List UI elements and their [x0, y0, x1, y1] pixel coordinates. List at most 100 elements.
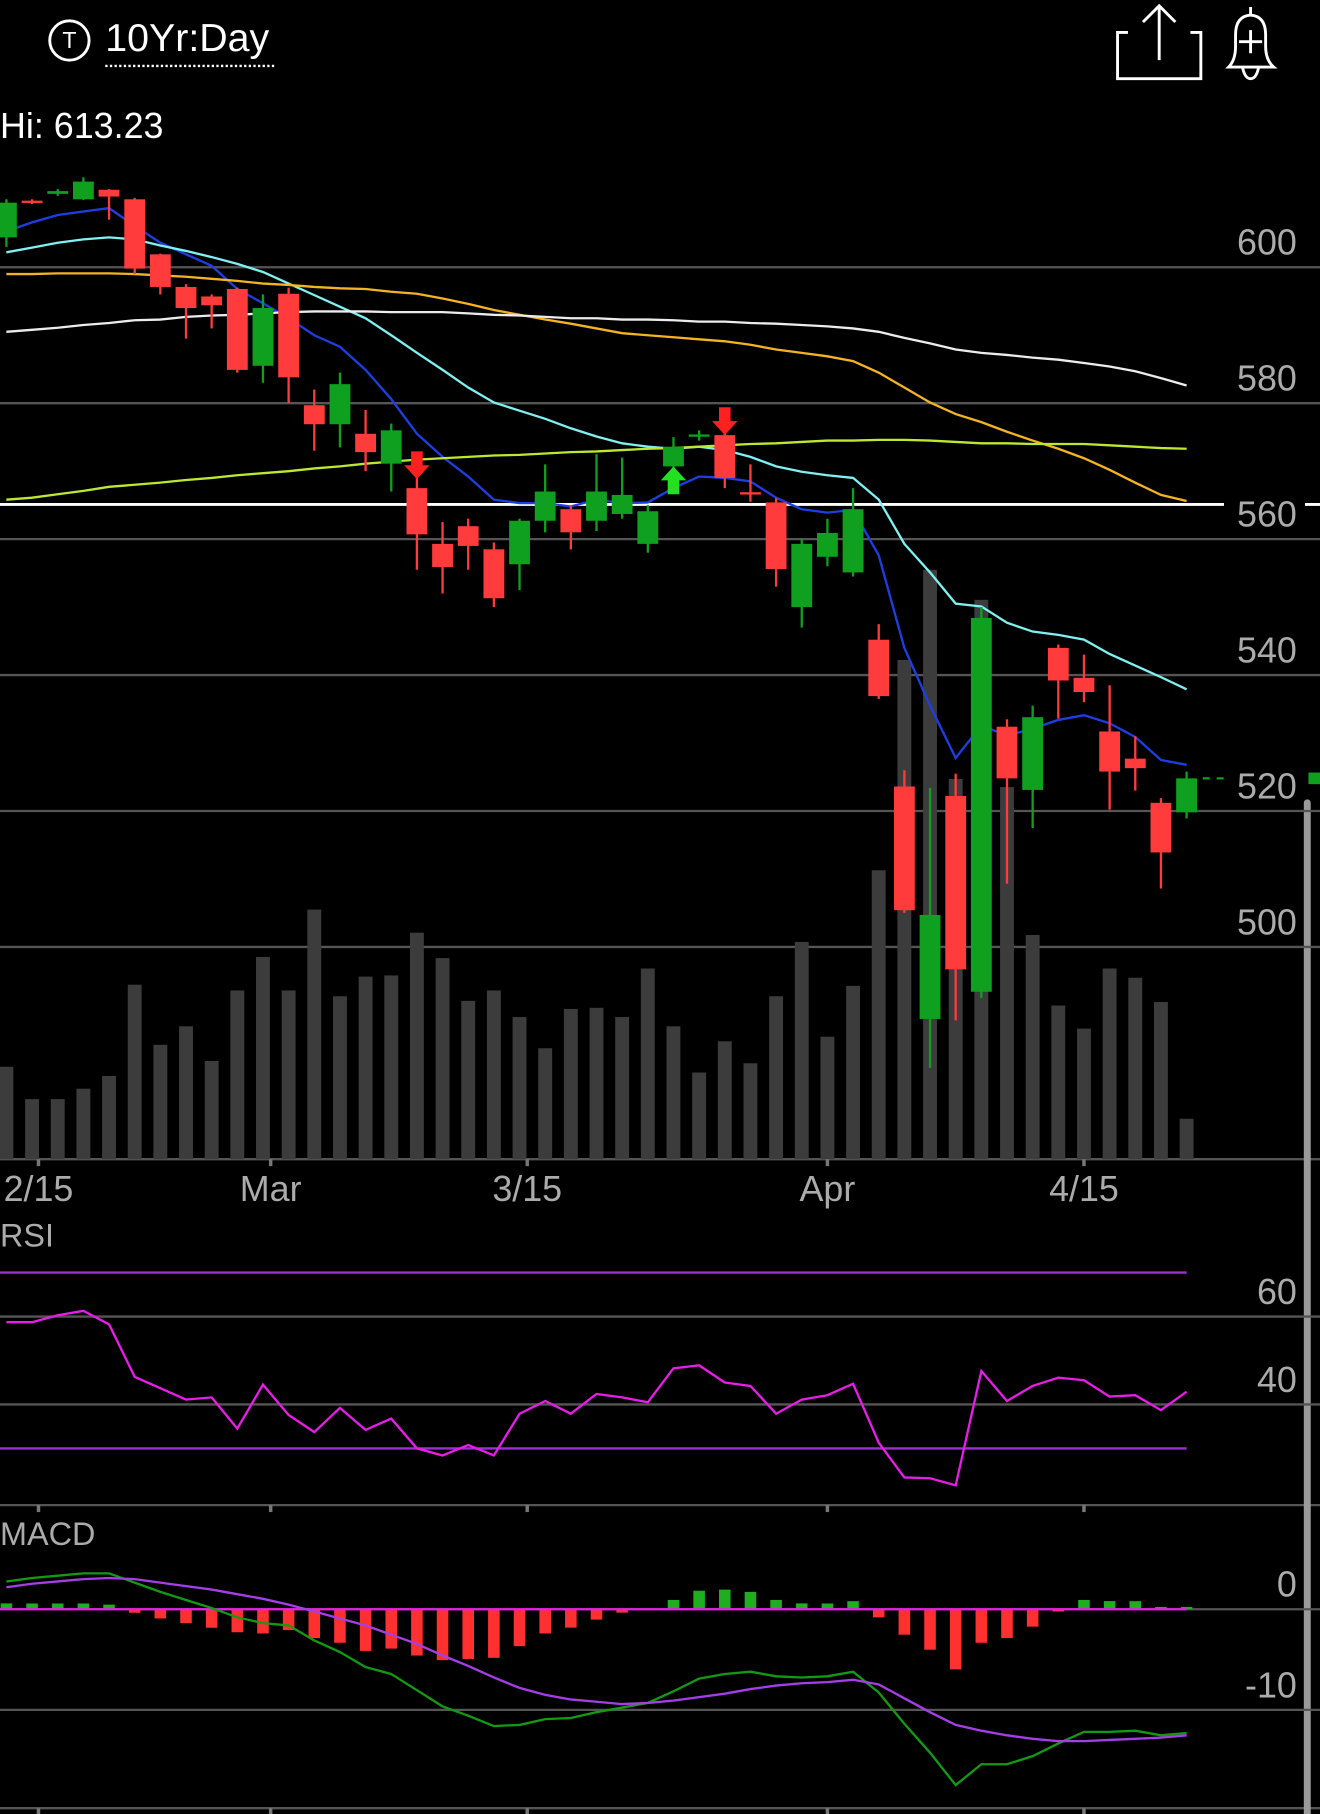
volume-bar [461, 1000, 476, 1160]
moving-average [6, 310, 1187, 387]
histogram-bar [1026, 1609, 1039, 1627]
histogram-bar [180, 1609, 192, 1624]
candle-body [406, 488, 428, 535]
x-tick-label: Apr [799, 1169, 855, 1209]
volume-bar [204, 1060, 219, 1160]
histogram-bar [103, 1604, 115, 1610]
volume-bar [615, 1017, 630, 1160]
share-box [1116, 30, 1203, 81]
volume-bar [102, 1075, 116, 1160]
candle-body [303, 405, 325, 425]
histogram-bar [154, 1609, 167, 1619]
candle-body [637, 511, 659, 544]
share-button[interactable] [1116, 3, 1203, 81]
candle-body [175, 286, 197, 309]
histogram-bar [282, 1609, 295, 1631]
histogram-bar [1155, 1606, 1167, 1610]
candle-body [1150, 802, 1172, 853]
volume-bar [1128, 977, 1143, 1160]
volume-bar [871, 870, 886, 1160]
macd-title: MACD [0, 1516, 95, 1552]
last-price-marker [1308, 772, 1320, 785]
volume-bar [179, 1026, 193, 1160]
histogram-bar [488, 1609, 500, 1658]
histogram-bar [334, 1609, 346, 1643]
candle-body [560, 509, 582, 533]
moving-average [6, 236, 1188, 691]
histogram-bar [308, 1609, 321, 1639]
candle-body [688, 434, 710, 437]
y-tick-label: 580 [1237, 359, 1297, 399]
alert-button[interactable] [1225, 6, 1278, 81]
candle-body [868, 639, 890, 697]
y-tick-label: 0 [1277, 1565, 1297, 1605]
volume-bar [76, 1088, 91, 1160]
candle-body [816, 532, 838, 557]
histogram-bar [770, 1599, 782, 1610]
volume-bar [0, 1066, 14, 1160]
volume-bar [794, 941, 809, 1160]
volume-bar [846, 985, 861, 1160]
share-arrow [1141, 3, 1177, 61]
badge-circle [48, 19, 91, 62]
volume-bar [409, 932, 424, 1160]
histogram-bar [205, 1609, 218, 1628]
y-tick-label: 560 [1237, 495, 1297, 535]
candle-body [663, 446, 684, 467]
histogram-bar [590, 1609, 603, 1620]
histogram-bar [872, 1609, 885, 1618]
volume-bar [153, 1044, 168, 1160]
candle-body [1073, 677, 1095, 693]
volume-bar [640, 968, 655, 1160]
volume-bar [1025, 934, 1040, 1160]
timeframe-title[interactable]: 10Yr:Day [105, 16, 269, 60]
volume-bar [743, 1063, 758, 1160]
candle-body [124, 199, 146, 269]
x-tick-label: 2/15 [4, 1169, 74, 1209]
candle-body [714, 435, 736, 478]
moving-average [6, 438, 1187, 501]
volume-bar [333, 996, 347, 1160]
histogram-bar [1052, 1609, 1065, 1612]
volume-bar [769, 996, 784, 1160]
symbol-selector[interactable]: T 10Yr:Day [48, 16, 275, 68]
volume-bar [256, 956, 270, 1160]
y-tick-label: 60 [1257, 1272, 1297, 1312]
candle-body [0, 202, 17, 238]
candle-body [226, 288, 248, 370]
macd-line [6, 1572, 1187, 1787]
histogram-bar [436, 1609, 449, 1661]
histogram-bar [975, 1609, 988, 1643]
candle-body [586, 491, 607, 521]
volume-bar [50, 1099, 65, 1160]
candle-body [534, 491, 556, 521]
histogram-bar [385, 1609, 398, 1649]
candle-body [329, 384, 351, 425]
volume-bar [692, 1072, 707, 1160]
volume-bar [25, 1099, 40, 1160]
candle-body [47, 191, 69, 194]
histogram-bar [693, 1590, 705, 1610]
histogram-bar [231, 1609, 244, 1633]
histogram-bar [359, 1609, 372, 1651]
histogram-bar [924, 1609, 936, 1650]
volume-bar [1051, 1005, 1066, 1160]
volume-bar [1102, 968, 1117, 1160]
histogram-bar [1180, 1606, 1193, 1610]
candle-body [72, 181, 94, 200]
histogram-bar [898, 1609, 911, 1635]
volume-bar [1077, 1028, 1091, 1160]
volume-bar [512, 1017, 527, 1160]
volume-bar [1179, 1118, 1194, 1160]
y-tick-label: 600 [1237, 223, 1297, 263]
x-tick-label: 4/15 [1049, 1169, 1119, 1209]
histogram-bar [1129, 1601, 1142, 1610]
histogram-bar [513, 1609, 526, 1647]
candle-body [1099, 731, 1121, 772]
candle-body [765, 502, 787, 570]
volume-bar [820, 1036, 835, 1160]
candle-body [1124, 758, 1146, 769]
volume-bar [486, 990, 501, 1160]
